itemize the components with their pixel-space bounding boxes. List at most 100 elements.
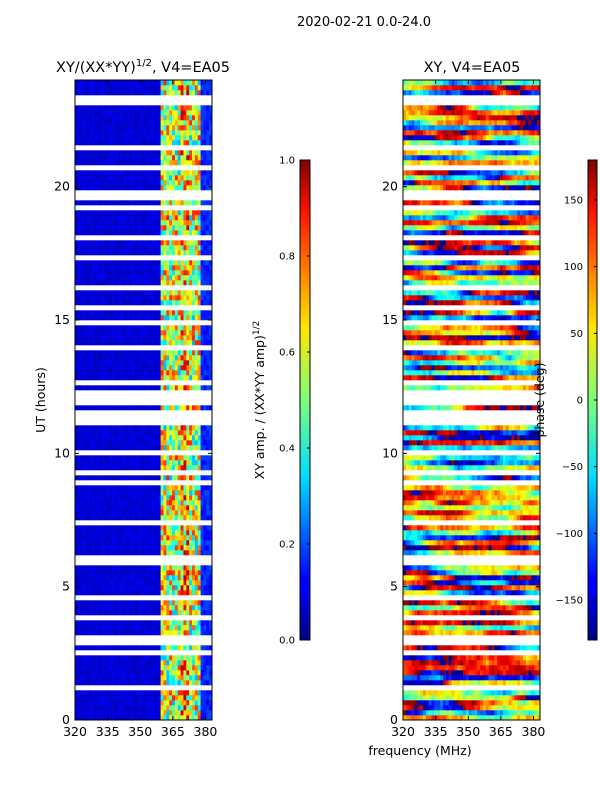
amplitude-cell: [100, 160, 104, 166]
amplitude-cell: [186, 85, 190, 91]
amplitude-cell: [86, 645, 90, 651]
amplitude-cell: [154, 330, 159, 336]
amplitude-cell: [103, 295, 107, 301]
amplitude-cell: [112, 300, 116, 306]
amplitude-cell: [157, 250, 161, 256]
amplitude-cell: [77, 435, 82, 441]
phase-cell: [403, 715, 407, 721]
amplitude-cell: [146, 565, 150, 571]
amplitude-cell: [172, 200, 176, 206]
amplitude-cell: [83, 440, 87, 446]
amplitude-cell: [120, 510, 124, 516]
amplitude-cell: [166, 85, 170, 91]
amplitude-cell: [129, 675, 133, 681]
amplitude-colorbar-tick-label: 0.0: [279, 636, 295, 647]
phase-cell: [462, 715, 467, 721]
amplitude-cell: [100, 675, 104, 681]
phase-cell: [457, 700, 461, 706]
amplitude-cell: [106, 125, 110, 131]
amplitude-cell: [194, 170, 199, 176]
amplitude-cell: [94, 115, 99, 121]
amplitude-cell: [172, 170, 176, 176]
amplitude-cell: [194, 140, 199, 146]
amplitude-cell: [194, 375, 199, 381]
amplitude-cell: [166, 485, 170, 491]
amplitude-cell: [126, 495, 130, 501]
amplitude-cell: [203, 140, 207, 146]
phase-cell: [420, 700, 424, 706]
amplitude-cell: [89, 695, 93, 701]
amplitude-cell: [172, 135, 176, 141]
amplitude-cell: [206, 280, 210, 286]
amplitude-cell: [203, 240, 207, 246]
amplitude-cell: [75, 135, 79, 141]
amplitude-cell: [117, 655, 121, 661]
amplitude-cell: [140, 210, 144, 216]
amplitude-cell: [112, 325, 116, 331]
amplitude-cell: [109, 80, 113, 86]
amplitude-cell: [114, 225, 119, 231]
amplitude-cell: [180, 660, 184, 666]
phase-cell: [534, 690, 538, 696]
amplitude-cell: [140, 275, 144, 281]
amplitude-cell: [189, 655, 193, 661]
amplitude-cell: [194, 620, 199, 626]
amplitude-cell: [149, 655, 153, 661]
amplitude-cell: [120, 335, 124, 341]
amplitude-cell: [112, 580, 116, 586]
amplitude-cell: [149, 240, 153, 246]
amplitude-cell: [166, 525, 170, 531]
amplitude-cell: [177, 465, 181, 471]
amplitude-cell: [77, 375, 82, 381]
amplitude-cell: [114, 175, 119, 181]
amplitude-cell: [209, 525, 213, 531]
amplitude-cell: [89, 405, 93, 411]
amplitude-cell: [194, 270, 199, 276]
amplitude-cell: [143, 270, 147, 276]
amplitude-cell: [152, 645, 156, 651]
amplitude-cell: [140, 465, 144, 471]
amplitude-cell: [169, 110, 173, 116]
amplitude-cell: [94, 150, 99, 156]
amplitude-cell: [94, 300, 99, 306]
amplitude-cell: [177, 375, 181, 381]
amplitude-cell: [154, 500, 159, 506]
amplitude-cell: [177, 360, 181, 366]
amplitude-cell: [120, 475, 124, 481]
amplitude-cell: [177, 135, 181, 141]
amplitude-cell: [197, 260, 201, 266]
amplitude-cell: [157, 465, 161, 471]
amplitude-cell: [83, 690, 87, 696]
amplitude-cell: [123, 425, 127, 431]
amplitude-cell: [100, 245, 104, 251]
flagged-row-amplitude: [75, 320, 212, 326]
amplitude-cell: [177, 680, 181, 686]
amplitude-cell: [126, 525, 130, 531]
phase-cell: [514, 710, 518, 716]
amplitude-cell: [134, 710, 139, 716]
amplitude-cell: [146, 690, 150, 696]
amplitude-cell: [189, 310, 193, 316]
amplitude-cell: [117, 425, 121, 431]
amplitude-cell: [106, 435, 110, 441]
amplitude-cell: [149, 505, 153, 511]
amplitude-cell: [143, 260, 147, 266]
phase-cell: [534, 695, 538, 701]
amplitude-cell: [172, 160, 176, 166]
amplitude-cell: [77, 515, 82, 521]
phase-cell: [494, 695, 498, 701]
amplitude-cell: [169, 465, 173, 471]
amplitude-cell: [86, 275, 90, 281]
amplitude-cell: [120, 130, 124, 136]
amplitude-cell: [120, 260, 124, 266]
amplitude-cell: [109, 710, 113, 716]
amplitude-cell: [134, 465, 139, 471]
amplitude-cell: [180, 510, 184, 516]
amplitude-cell: [186, 290, 190, 296]
amplitude-cell: [114, 80, 119, 86]
amplitude-cell: [103, 700, 107, 706]
amplitude-cell: [169, 495, 173, 501]
amplitude-cell: [143, 120, 147, 126]
amplitude-cell: [134, 445, 139, 451]
amplitude-cell: [180, 590, 184, 596]
